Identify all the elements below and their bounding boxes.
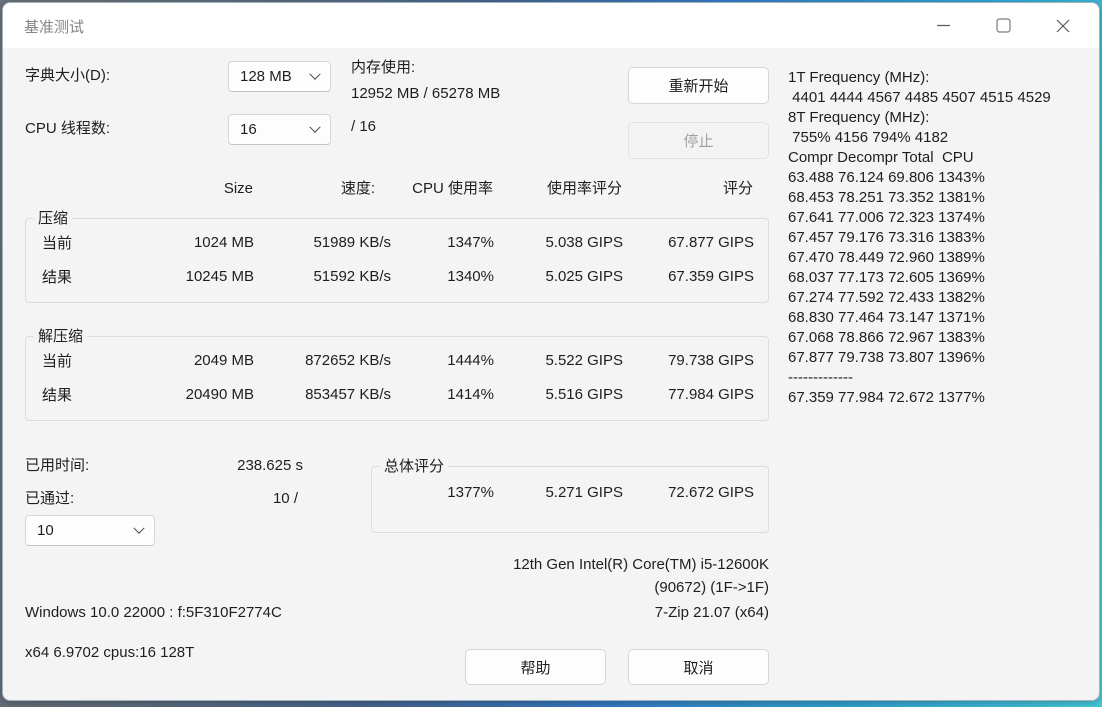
cpu-threads-value: 16 (240, 121, 257, 138)
help-button[interactable]: 帮助 (465, 649, 606, 685)
compression-label: 压缩 (34, 209, 73, 229)
cell-size: 1024 MB (193, 233, 254, 251)
header-rating: 评分 (722, 180, 753, 197)
frequency-results-log: 1T Frequency (MHz): 4401 4444 4567 4485 … (788, 69, 1051, 406)
table-row: 结果 20490 MB 853457 KB/s 1414% 5.516 GIPS… (26, 377, 768, 411)
cell-cpu-usage: 1347% (447, 233, 494, 251)
compression-groupbox: 压缩 当前 1024 MB 51989 KB/s 1347% 5.038 GIP… (25, 209, 769, 303)
overall-usage-rating: 5.271 GIPS (545, 483, 623, 501)
dialog-content: 字典大小(D): 128 MB 内存使用: 12952 MB / 65278 M… (3, 48, 1099, 700)
overall-cpu-usage: 1377% (447, 483, 494, 501)
cell-rating: 79.738 GIPS (668, 351, 754, 369)
memory-usage-value: 12952 MB / 65278 MB (351, 85, 501, 102)
table-row: 当前 1024 MB 51989 KB/s 1347% 5.038 GIPS 6… (26, 225, 768, 259)
cell-size: 20490 MB (185, 385, 254, 403)
os-version-text: Windows 10.0 22000 : f:5F310F2774C (25, 604, 282, 621)
minimize-button[interactable] (913, 3, 973, 48)
dictionary-size-select[interactable]: 128 MB (228, 61, 331, 92)
row-label: 当前 (42, 352, 73, 370)
dictionary-size-label: 字典大小(D): (25, 67, 110, 84)
overall-rating-label: 总体评分 (380, 457, 449, 477)
cancel-button[interactable]: 取消 (628, 649, 769, 685)
table-row: 当前 2049 MB 872652 KB/s 1444% 5.522 GIPS … (26, 343, 768, 377)
passes-value: 10 / (272, 490, 298, 507)
close-button[interactable] (1033, 3, 1093, 48)
cpu-arch-text: x64 6.9702 cpus:16 128T (25, 644, 195, 661)
passes-count-select[interactable]: 10 (25, 515, 155, 546)
close-icon (1056, 19, 1070, 32)
cell-usage-rating: 5.025 GIPS (545, 267, 623, 285)
cpu-model-line2: (90672) (1F->1F) (654, 579, 769, 596)
cell-speed: 51989 KB/s (313, 233, 391, 251)
cpu-threads-total: / 16 (351, 118, 377, 135)
cell-cpu-usage: 1444% (447, 351, 494, 369)
cell-usage-rating: 5.038 GIPS (545, 233, 623, 251)
decompression-groupbox: 解压缩 当前 2049 MB 872652 KB/s 1444% 5.522 G… (25, 327, 769, 421)
overall-rating-groupbox: 总体评分 1377% 5.271 GIPS 72.672 GIPS (371, 457, 769, 533)
minimize-icon (936, 24, 950, 27)
dictionary-size-value: 128 MB (240, 68, 292, 85)
elapsed-time-value: 238.625 s (237, 457, 303, 474)
results-table-header: Size 速度: CPU 使用率 使用率评分 评分 (25, 179, 753, 199)
cell-speed: 51592 KB/s (313, 267, 391, 285)
stop-button[interactable]: 停止 (628, 122, 769, 159)
cell-usage-rating: 5.516 GIPS (545, 385, 623, 403)
chevron-down-icon (133, 522, 145, 534)
table-row: 结果 10245 MB 51592 KB/s 1340% 5.025 GIPS … (26, 259, 768, 293)
passes-count-value: 10 (37, 522, 54, 539)
cell-size: 10245 MB (185, 267, 254, 285)
cell-usage-rating: 5.522 GIPS (545, 351, 623, 369)
dialog-title: 基准测试 (24, 19, 85, 36)
row-label: 结果 (42, 386, 73, 404)
elapsed-time-label: 已用时间: (25, 457, 90, 474)
header-cpu-usage: CPU 使用率 (412, 180, 493, 197)
chevron-down-icon (309, 121, 321, 133)
cell-rating: 67.877 GIPS (668, 233, 754, 251)
cell-cpu-usage: 1414% (447, 385, 494, 403)
decompression-label: 解压缩 (34, 327, 88, 347)
cpu-threads-label: CPU 线程数: (25, 120, 111, 137)
app-version-text: 7-Zip 21.07 (x64) (654, 604, 769, 621)
maximize-icon (995, 18, 1011, 33)
cell-rating: 67.359 GIPS (668, 267, 754, 285)
cpu-threads-select[interactable]: 16 (228, 114, 331, 145)
cell-speed: 853457 KB/s (305, 385, 391, 403)
window-controls (913, 3, 1093, 48)
overall-rating: 72.672 GIPS (668, 483, 754, 501)
header-size: Size (223, 180, 253, 197)
maximize-button[interactable] (973, 3, 1033, 48)
table-row: 1377% 5.271 GIPS 72.672 GIPS (372, 475, 768, 509)
row-label: 结果 (42, 268, 73, 286)
cell-rating: 77.984 GIPS (668, 385, 754, 403)
cpu-model-line1: 12th Gen Intel(R) Core(TM) i5-12600K (513, 556, 769, 573)
header-usage-rating: 使用率评分 (546, 180, 622, 197)
cell-speed: 872652 KB/s (305, 351, 391, 369)
chevron-down-icon (309, 68, 321, 80)
passes-label: 已通过: (25, 490, 75, 507)
restart-button[interactable]: 重新开始 (628, 67, 769, 104)
cell-cpu-usage: 1340% (447, 267, 494, 285)
memory-usage-label: 内存使用: (351, 59, 416, 76)
title-bar: 基准测试 (3, 3, 1099, 48)
cell-size: 2049 MB (193, 351, 254, 369)
header-speed: 速度: (340, 180, 375, 197)
row-label: 当前 (42, 234, 73, 252)
